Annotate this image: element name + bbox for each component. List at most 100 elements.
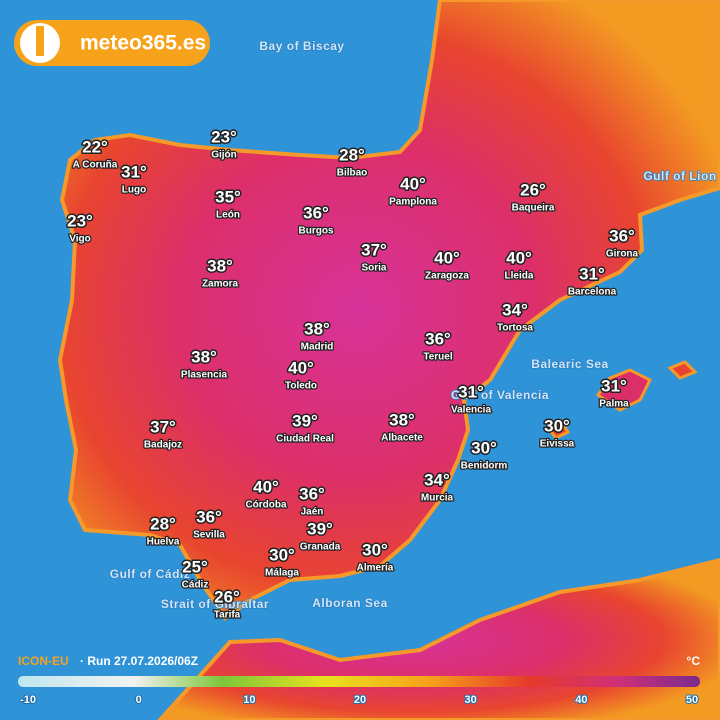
logo-badge	[14, 20, 210, 66]
sea-label: Gulf of Lion	[643, 169, 716, 183]
sea-label: Gulf of Valencia	[451, 388, 549, 402]
temperature: 30°	[471, 438, 497, 457]
temperature: 38°	[191, 347, 217, 366]
sea-label: Gulf of Cádiz	[110, 567, 191, 581]
temperature: 25°	[182, 557, 208, 576]
land-mallorca	[595, 368, 653, 412]
land-iberia-france	[57, 0, 720, 621]
logo: meteo365.es	[14, 20, 210, 66]
logo-lighthouse	[36, 26, 44, 56]
labels: Bay of Biscay Gulf of Lion Balearic Sea Gul…	[66, 38, 717, 621]
city-name: Baqueira	[512, 203, 555, 214]
scale-tick-label: 40	[575, 694, 587, 706]
logo-text: meteo365.es	[80, 32, 206, 55]
unit: °C	[687, 654, 701, 668]
temperature: 36°	[303, 203, 329, 222]
city-name: Murcia	[421, 493, 454, 504]
city-name: Teruel	[423, 352, 452, 363]
temperature: 39°	[307, 519, 333, 538]
temperature: 40°	[400, 174, 426, 193]
city-name: Soria	[361, 263, 386, 274]
temperature: 30°	[362, 540, 388, 559]
sea-label: Alboran Sea	[312, 596, 388, 610]
run-info: · Run 27.07.2026/06Z	[80, 654, 198, 668]
city-name: Lugo	[122, 185, 146, 196]
temperature: 23°	[67, 211, 93, 230]
city-name: Girona	[606, 249, 639, 260]
temperature: 31°	[458, 382, 484, 401]
sea-label: Bay of Biscay	[259, 39, 344, 53]
scale-tick-label: 50	[686, 694, 698, 706]
city-name: Málaga	[265, 568, 299, 579]
city-name: Tarifa	[214, 610, 241, 621]
city-name: Almería	[357, 563, 394, 574]
city-name: Zamora	[202, 279, 239, 290]
city-name: Jaén	[301, 507, 324, 518]
temperature: 40°	[506, 248, 532, 267]
city-name: Palma	[599, 399, 629, 410]
temperature: 26°	[214, 587, 240, 606]
scale-tick-label: 30	[465, 694, 477, 706]
temperature: 40°	[288, 358, 314, 377]
city-name: Ciudad Real	[276, 434, 334, 445]
city-name: Benidorm	[461, 461, 508, 472]
temperature: 26°	[520, 180, 546, 199]
temperature: 30°	[544, 416, 570, 435]
temperature: 31°	[121, 162, 147, 181]
city-name: Sevilla	[193, 530, 225, 541]
city-name: Burgos	[299, 226, 334, 237]
city-name: Cádiz	[182, 580, 209, 591]
city-name: Tortosa	[497, 323, 533, 334]
sea-label: Balearic Sea	[531, 357, 608, 371]
temperature: 37°	[150, 417, 176, 436]
city-name: Granada	[300, 542, 341, 553]
city-name: Albacete	[381, 433, 423, 444]
temperature: 37°	[361, 240, 387, 259]
land-menorca	[667, 360, 698, 380]
city-name: Pamplona	[389, 197, 437, 208]
temperature: 36°	[299, 484, 325, 503]
temperature: 36°	[609, 226, 635, 245]
city-name: Córdoba	[245, 500, 287, 511]
city-name: Zaragoza	[425, 271, 469, 282]
temperature: 35°	[215, 187, 241, 206]
city-name: Plasencia	[181, 370, 228, 381]
temperature: 31°	[579, 264, 605, 283]
model-name: ICON-EU	[18, 654, 69, 668]
temperature: 28°	[339, 145, 365, 164]
temperature: 34°	[424, 470, 450, 489]
city-name: Toledo	[285, 381, 317, 392]
temperature: 36°	[425, 329, 451, 348]
city-name: Vigo	[69, 234, 90, 245]
city-name: Madrid	[301, 342, 334, 353]
city-name: Gijón	[211, 150, 237, 161]
sea-label: Strait of Gibraltar	[161, 597, 269, 611]
city-name: A Coruña	[73, 160, 118, 171]
city-name: Badajoz	[144, 440, 182, 451]
temperature: 40°	[434, 248, 460, 267]
temperature: 38°	[304, 319, 330, 338]
city-name: Valencia	[451, 405, 491, 416]
scale-tick-label: 0	[136, 694, 142, 706]
land-ibiza	[545, 417, 571, 440]
temperature: 38°	[389, 410, 415, 429]
city-name: León	[216, 210, 240, 221]
temperature: 22°	[82, 137, 108, 156]
city-name: Barcelona	[568, 287, 617, 298]
city-name: Bilbao	[337, 168, 368, 179]
scale-tick-label: -10	[20, 694, 36, 706]
city-name: Huelva	[147, 537, 180, 548]
temperature: 23°	[211, 127, 237, 146]
city-name: Lleida	[505, 271, 534, 282]
scale-tick-label: 20	[354, 694, 366, 706]
temperature: 31°	[601, 376, 627, 395]
scale-tick-label: 10	[243, 694, 255, 706]
color-scale	[18, 676, 700, 687]
temperature: 28°	[150, 514, 176, 533]
city-name: Eivissa	[540, 439, 575, 450]
temperature: 40°	[253, 477, 279, 496]
temperature: 34°	[502, 300, 528, 319]
temperature: 36°	[196, 507, 222, 526]
temperature: 38°	[207, 256, 233, 275]
